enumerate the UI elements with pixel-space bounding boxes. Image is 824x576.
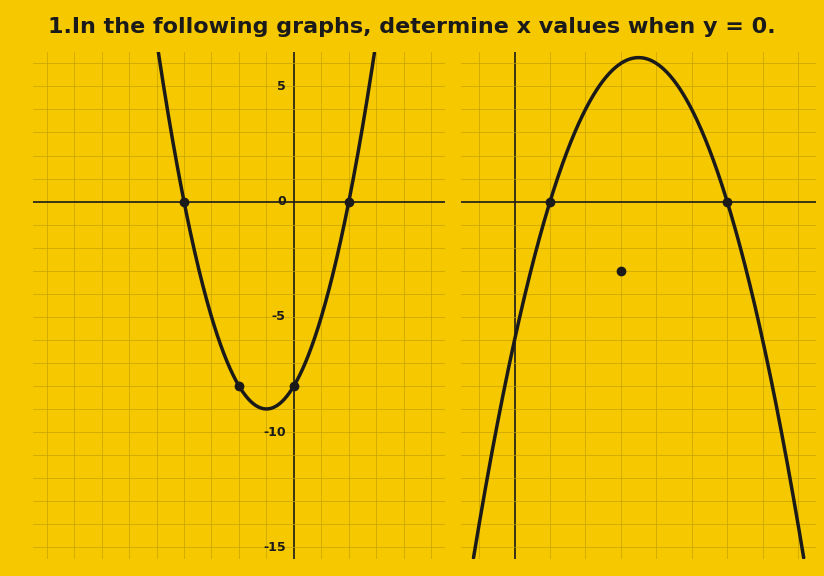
Text: -10: -10 [263,426,286,438]
Text: 5: 5 [277,80,286,93]
Text: 0: 0 [277,195,286,208]
Text: -15: -15 [263,541,286,554]
Text: -5: -5 [272,310,286,323]
Text: 1.In the following graphs, determine x values when y = 0.: 1.In the following graphs, determine x v… [48,17,776,37]
